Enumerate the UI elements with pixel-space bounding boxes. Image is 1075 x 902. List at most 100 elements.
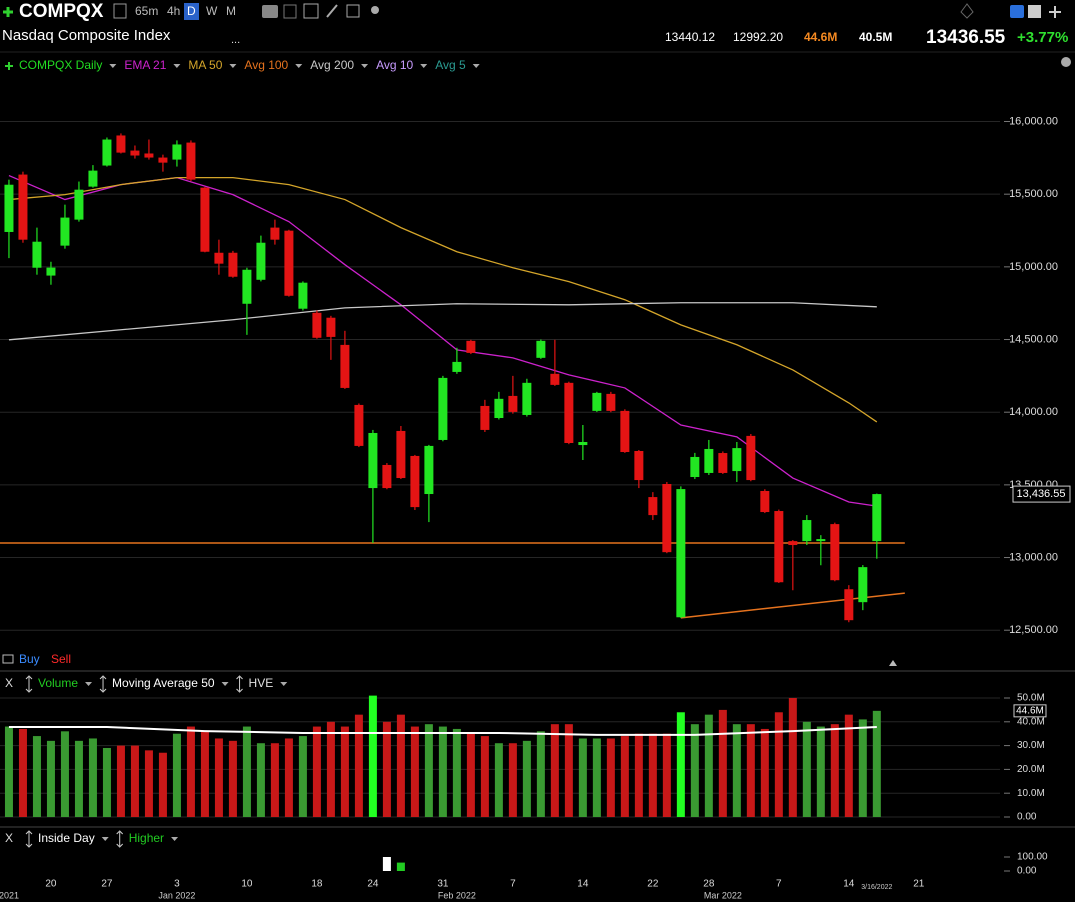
dropdown-icon[interactable]	[420, 64, 428, 68]
legend-entry[interactable]: HVE	[249, 676, 274, 690]
volume-bar	[830, 724, 839, 817]
x-tick-label: 14	[843, 879, 855, 890]
star-icon[interactable]	[960, 3, 974, 19]
y-tick-label: 10.0M	[1017, 788, 1045, 799]
trade-button[interactable]: Buy	[19, 652, 40, 666]
timeframe[interactable]: W	[206, 4, 218, 18]
candle-body	[116, 135, 126, 153]
timeframe[interactable]: D	[187, 4, 196, 18]
tool-icon[interactable]	[1028, 5, 1041, 18]
volume-bar	[662, 733, 671, 817]
dropdown-icon[interactable]	[173, 64, 181, 68]
list-icon[interactable]	[113, 3, 127, 19]
trade-button[interactable]: Sell	[51, 652, 71, 666]
x-tick-label: 22	[647, 879, 659, 890]
candle-body	[172, 144, 182, 160]
volume-bar	[690, 724, 699, 817]
dropdown-icon[interactable]	[221, 682, 229, 686]
volume-bar	[872, 710, 881, 817]
volume-bar	[18, 728, 27, 817]
dropdown-icon[interactable]	[472, 64, 480, 68]
legend-entry[interactable]: COMPQX Daily	[19, 58, 102, 72]
candle-body	[522, 382, 532, 415]
candle-body	[802, 520, 812, 542]
y-tick-label: 14,000.00	[1009, 406, 1058, 418]
tool-icon[interactable]	[1049, 6, 1061, 18]
volume-bar	[298, 736, 307, 817]
share-icon[interactable]	[371, 6, 379, 14]
dropdown-icon[interactable]	[361, 64, 369, 68]
dropdown-icon[interactable]	[85, 682, 93, 686]
volume-bar	[270, 743, 279, 817]
add-icon[interactable]	[3, 7, 13, 17]
tool-icon[interactable]	[262, 5, 278, 18]
change: +3.77%	[1017, 29, 1068, 46]
volume-bar	[354, 714, 363, 817]
legend-entry[interactable]: Higher	[129, 831, 164, 845]
legend-entry[interactable]: Avg 5	[435, 58, 466, 72]
volume-bar	[88, 738, 97, 817]
volume-bar	[522, 740, 531, 817]
dropdown-icon[interactable]	[295, 64, 303, 68]
tool-icon[interactable]	[1010, 5, 1024, 18]
legend-entry[interactable]: EMA 21	[124, 58, 166, 72]
candle-body	[690, 456, 700, 478]
candle-body	[438, 377, 448, 440]
volume-bar	[550, 724, 559, 817]
legend-entry[interactable]: Inside Day	[38, 831, 95, 845]
volume-bar	[676, 712, 685, 817]
volume-bar	[578, 738, 587, 817]
candle-body	[830, 524, 840, 581]
candle-body	[4, 184, 14, 232]
dropdown-icon[interactable]	[280, 682, 288, 686]
more[interactable]: ...	[231, 34, 240, 46]
candle-body	[676, 489, 686, 618]
volume-bar	[116, 745, 125, 817]
icon	[25, 830, 33, 848]
timeframe[interactable]: 4h	[167, 4, 180, 18]
dropdown-icon[interactable]	[171, 837, 179, 841]
candle-body	[732, 448, 742, 472]
candle-body	[60, 217, 70, 246]
candle-body	[340, 344, 350, 388]
volume-bar	[620, 736, 629, 817]
volume-bar	[158, 752, 167, 817]
candle-body	[102, 139, 112, 166]
tool-icon[interactable]	[283, 4, 297, 19]
candle-body	[620, 410, 630, 453]
candle-body	[88, 170, 98, 187]
draw-icon[interactable]	[326, 4, 338, 18]
candle-body	[312, 312, 322, 338]
collapse-icon[interactable]	[889, 660, 897, 666]
legend-entry[interactable]: Avg 100	[244, 58, 288, 72]
candle-body	[186, 142, 196, 180]
timeframe[interactable]: 65m	[135, 4, 158, 18]
legend-entry[interactable]: Avg 10	[376, 58, 413, 72]
dropdown-icon[interactable]	[101, 837, 109, 841]
symbol[interactable]: COMPQX	[19, 1, 104, 22]
tool-icon[interactable]	[303, 3, 319, 19]
dropdown-icon[interactable]	[229, 64, 237, 68]
x-tick-label: 10	[241, 879, 253, 890]
volume-bar	[494, 743, 503, 817]
candle-body	[816, 539, 826, 542]
legend-entry[interactable]: Moving Average 50	[112, 676, 215, 690]
palette-icon[interactable]	[1061, 57, 1071, 67]
timeframe[interactable]: M	[226, 4, 236, 18]
candle-body	[228, 252, 238, 277]
dropdown-icon[interactable]	[109, 64, 117, 68]
volume-bar	[60, 731, 69, 817]
legend-entry[interactable]: Volume	[38, 676, 78, 690]
close-panel[interactable]: X	[5, 676, 13, 690]
close-panel[interactable]: X	[5, 831, 13, 845]
candle-body	[452, 361, 462, 372]
volume-bar	[382, 721, 391, 817]
volume-bar	[592, 738, 601, 817]
legend-entry[interactable]: MA 50	[188, 58, 222, 72]
candle-body	[564, 382, 574, 444]
x-tick-label: 14	[577, 879, 589, 890]
tool-icon[interactable]	[346, 4, 360, 18]
y-tick-label: 20.0M	[1017, 764, 1045, 775]
legend-entry[interactable]: Avg 200	[310, 58, 354, 72]
candle-body	[158, 157, 168, 163]
